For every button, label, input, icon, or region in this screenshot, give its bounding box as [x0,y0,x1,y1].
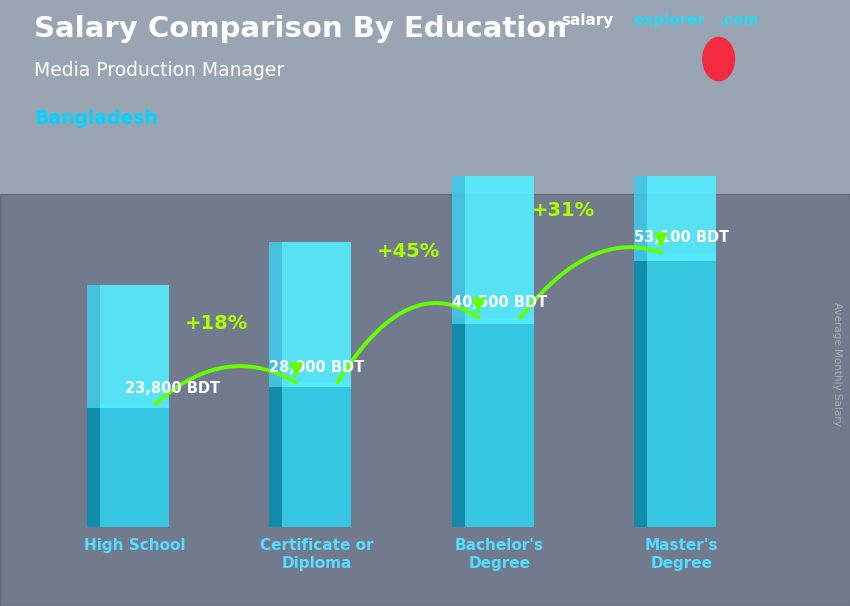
Bar [452,115,465,324]
Text: +31%: +31% [531,201,595,219]
Text: Salary Comparison By Education: Salary Comparison By Education [34,15,567,43]
Circle shape [703,38,734,81]
Bar [647,0,717,261]
Text: salary: salary [561,13,614,28]
Text: Bangladesh: Bangladesh [34,109,158,128]
Bar [634,253,647,527]
Bar [452,318,465,527]
Bar [282,382,351,527]
Bar [87,285,99,408]
Bar [282,242,351,387]
Text: 53,100 BDT: 53,100 BDT [634,230,729,245]
Text: 40,500 BDT: 40,500 BDT [451,295,547,310]
Text: +45%: +45% [377,242,439,261]
Text: .com: .com [718,13,759,28]
Bar [269,382,282,527]
Bar [465,115,534,324]
Bar [0,194,850,606]
Bar [99,404,169,527]
Text: Average Monthly Salary: Average Monthly Salary [832,302,842,425]
Text: Media Production Manager: Media Production Manager [34,61,284,79]
Bar [465,318,534,527]
Bar [99,285,169,408]
Text: explorer: explorer [633,13,706,28]
Bar [634,0,647,261]
Bar [647,253,717,527]
Bar [269,242,282,387]
Bar [87,404,99,527]
Text: 23,800 BDT: 23,800 BDT [125,381,220,396]
Text: +18%: +18% [184,315,248,333]
Text: 28,000 BDT: 28,000 BDT [269,360,365,375]
